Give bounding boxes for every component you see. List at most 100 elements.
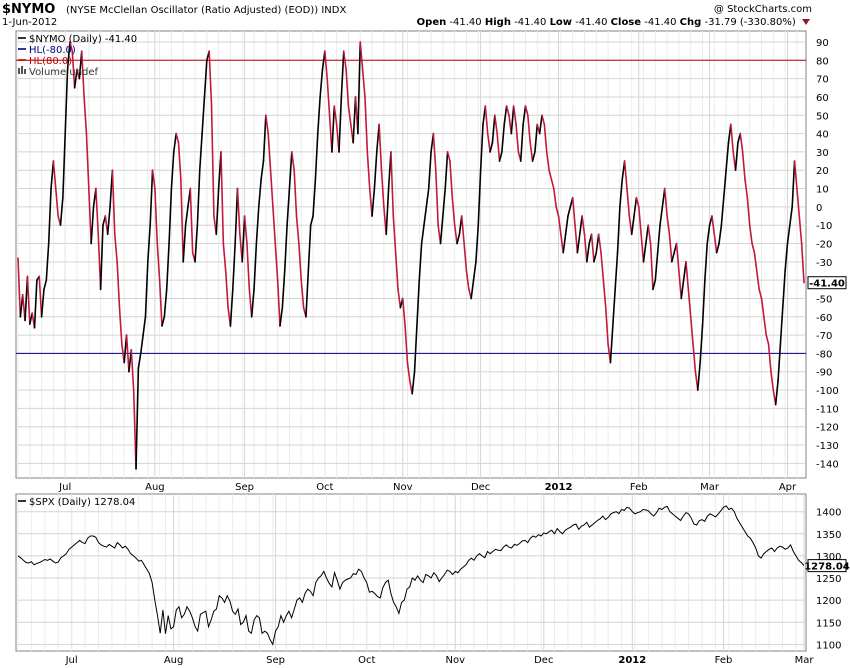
series-segment [715,242,720,254]
volume-bar-icon [24,69,26,74]
series-segment [765,334,770,346]
series-segment [260,160,265,181]
series-segment [17,257,22,318]
series-segment [215,187,220,236]
series-segment [456,233,461,245]
series-segment [338,96,343,153]
series-segment [406,361,411,382]
x-tick-label: Jul [58,482,71,493]
series-segment [449,160,454,199]
series-segment [177,141,182,181]
y-tick-label: -120 [816,423,839,434]
series-segment [647,224,652,245]
series-segment [590,233,595,263]
series-segment [394,251,399,291]
series-segment [574,224,579,254]
series-segment [135,367,140,470]
series-segment [678,270,683,300]
chart-description: (NYSE McClellan Oscillator (Ratio Adjust… [66,5,346,16]
spx-panel: JulAugSepOctNovDec2012FebMarAprMayJun140… [15,493,850,666]
high-label: High [484,17,511,28]
series-segment [241,215,246,263]
series-segment [755,270,760,291]
series-segment [130,348,135,391]
series-segment [413,325,418,373]
series-segment [66,41,71,71]
series-segment [689,315,694,346]
series-segment [616,206,621,254]
series-segment [512,105,517,126]
series-segment [767,343,772,373]
series-segment [626,187,631,217]
last-value-box [807,276,847,290]
series-segment [789,206,793,226]
series-segment [548,169,553,181]
y-tick-label: 90 [816,38,829,49]
series-segment [90,206,95,245]
chart-date: 1-Jun-2012 [2,17,58,28]
series-segment [161,315,166,327]
series-segment [331,105,336,153]
series-segment [229,288,234,327]
series-segment [380,169,385,208]
series-segment [463,242,468,272]
series-segment [786,224,791,245]
series-segment [553,187,557,208]
series-segment [701,279,706,327]
series-segment [276,279,281,327]
chart-description-text: (NYSE McClellan Oscillator (Ratio Adjust… [66,5,319,16]
legend-entry: $NYMO (Daily) -41.40 [29,34,137,45]
series-segment [685,261,690,291]
series-segment [524,105,529,117]
y-tick-label: -10 [816,221,832,232]
x-tick-label: Mar [700,482,720,493]
series-segment [246,242,251,291]
series-segment [446,151,451,162]
series-segment [125,334,130,373]
series-segment [498,151,503,162]
series-segment [538,114,543,135]
series-segment [288,151,293,190]
nymo-panel: JulAugSepOctNovDec2012FebMarAprMayJun908… [15,30,847,493]
y-tick-label: 10 [816,185,829,196]
y-tick-label: 1400 [816,508,841,519]
series-segment [283,224,288,272]
y-tick-label: 1150 [816,618,841,629]
series-segment [262,114,267,162]
series-segment [612,288,616,327]
close-value: -41.40 [644,17,677,28]
series-segment [267,132,272,172]
series-segment [493,114,498,135]
series-segment [484,105,489,135]
series-segment [505,105,510,117]
series-segment [534,123,539,153]
series-segment [541,114,546,126]
series-segment [692,343,697,373]
y-tick-label: 1250 [816,574,841,585]
series-segment [210,105,215,217]
series-segment [26,275,31,325]
series-segment [385,187,390,236]
series-segment [257,178,262,208]
series-segment [59,196,64,226]
series-segment [231,242,236,291]
series-segment [427,151,432,190]
series-segment [515,123,520,153]
series-segment [472,261,477,281]
series-segment [609,325,614,364]
series-segment [255,206,260,245]
x-tick-label: Feb [630,482,648,493]
series-segment [654,251,659,281]
series-segment [784,242,789,272]
series-segment [52,160,57,190]
series-segment [746,196,751,226]
series-segment [675,242,680,272]
series-segment [234,187,239,245]
series-segment [696,361,701,391]
series-segment [453,224,458,245]
series-segment [564,215,569,236]
series-segment [649,242,654,291]
series-segment [791,160,796,208]
series-segment [139,334,144,355]
series-segment [531,151,536,162]
